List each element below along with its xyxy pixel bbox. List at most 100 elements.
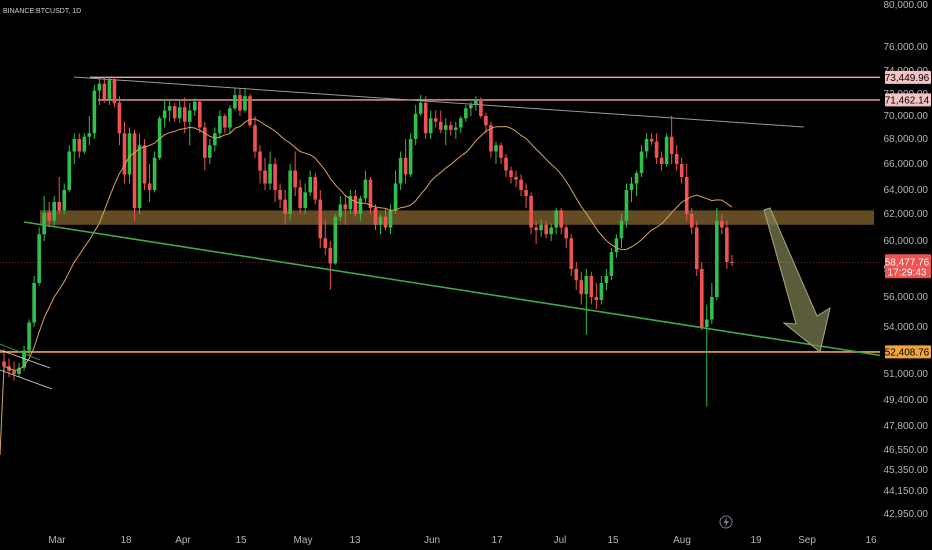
- candle-body: [107, 80, 112, 100]
- time-axis-tick: 18: [120, 535, 132, 546]
- candle-body: [273, 164, 277, 190]
- candle-body: [428, 118, 433, 134]
- time-axis-tick: 15: [607, 535, 619, 546]
- time-axis-tick: Aug: [673, 535, 691, 546]
- candle-body: [333, 216, 338, 264]
- candle-body: [348, 196, 353, 210]
- candle-body: [288, 170, 292, 214]
- candle-body: [17, 367, 21, 374]
- candle-body: [494, 145, 498, 152]
- time-axis-tick: Jul: [554, 535, 567, 546]
- badge-level-high-bg: [885, 70, 931, 84]
- candle-body: [208, 145, 212, 158]
- badge-support: 52,408.76: [885, 347, 930, 358]
- price-axis-tick: 49,400.00: [884, 395, 929, 406]
- candle-body: [57, 202, 62, 211]
- candle-body: [634, 173, 639, 184]
- candle-body: [499, 145, 503, 158]
- candle-body: [42, 212, 46, 235]
- price-axis-tick: 80,000.00: [884, 0, 929, 11]
- candle-body: [258, 151, 262, 171]
- badge-level-mid-bg: [885, 93, 931, 107]
- candle-body: [629, 183, 634, 190]
- candle-body: [388, 210, 393, 228]
- candle-body: [594, 297, 599, 300]
- candle-body: [649, 139, 654, 142]
- candle-body: [433, 118, 438, 122]
- price-axis-tick: 76,000.00: [884, 42, 929, 53]
- candle-body: [37, 234, 41, 283]
- price-axis-tick: 66,000.00: [884, 159, 929, 170]
- price-axis-tick: 44,150.00: [884, 486, 929, 497]
- time-axis-tick: Sep: [798, 535, 816, 546]
- candle-body: [730, 262, 734, 263]
- flag-green-line: [0, 343, 41, 361]
- candle-body: [127, 133, 132, 175]
- candle-body: [489, 125, 493, 152]
- candle-body: [710, 297, 714, 320]
- lightning-icon: [723, 517, 729, 527]
- price-axis-tick: 47,800.00: [884, 421, 929, 432]
- candle-body: [398, 157, 403, 184]
- time-axis-tick: Apr: [175, 535, 191, 546]
- candle-body: [519, 179, 523, 190]
- badge-level-mid: 71,462.14: [885, 95, 930, 106]
- candle-body: [22, 350, 26, 368]
- candle-body: [278, 190, 282, 200]
- candle-body: [82, 136, 87, 152]
- drawings-layer: [0, 76, 885, 390]
- candle-body: [484, 116, 488, 126]
- candle-body: [142, 145, 147, 184]
- candle-body: [715, 220, 719, 297]
- candle-body: [338, 204, 343, 217]
- price-axis-tick: 54,000.00: [884, 322, 929, 333]
- candle-body: [122, 133, 127, 175]
- candle-body: [238, 95, 242, 111]
- candle-body: [368, 179, 373, 208]
- misc-layer: [719, 515, 733, 529]
- candle-body: [604, 276, 609, 283]
- candles-layer: [2, 76, 734, 407]
- candle-body: [378, 216, 383, 225]
- candle-body: [619, 220, 624, 239]
- candle-body: [448, 125, 453, 130]
- candle-body: [102, 83, 107, 100]
- candle-body: [52, 202, 56, 221]
- candle-body: [639, 151, 644, 174]
- time-axis-tick: Mar: [48, 535, 66, 546]
- candle-body: [223, 116, 227, 128]
- price-axis-tick: 46,550.00: [884, 445, 929, 456]
- candle-body: [373, 208, 378, 225]
- time-axis-tick: May: [294, 535, 313, 546]
- candle-body: [147, 183, 152, 190]
- candle-body: [132, 133, 137, 208]
- candle-body: [534, 227, 538, 231]
- candle-body: [32, 283, 36, 323]
- candle-body: [529, 196, 533, 228]
- symbol-label: BINANCE:BTCUSDT, 1D: [3, 8, 81, 15]
- candle-body: [479, 99, 483, 116]
- candle-body: [599, 283, 604, 300]
- candle-body: [152, 157, 157, 190]
- candle-body: [474, 99, 478, 105]
- candle-body: [464, 108, 468, 119]
- time-axis-tick: 15: [235, 535, 247, 546]
- candle-body: [203, 127, 207, 158]
- candle-body: [438, 121, 443, 130]
- badge-countdown: 17:29:43: [888, 267, 927, 278]
- price-axis-tick: 56,000.00: [884, 292, 929, 303]
- time-axis-tick: 16: [865, 535, 877, 546]
- candle-body: [554, 210, 558, 228]
- resistance-zone: [40, 210, 874, 225]
- candle-body: [162, 110, 167, 119]
- candle-body: [243, 96, 247, 111]
- candle-body: [443, 125, 448, 130]
- badge-current-price: 58,477.76: [885, 257, 930, 268]
- candle-body: [684, 177, 689, 214]
- candle-body: [92, 90, 97, 134]
- candle-body: [524, 190, 528, 196]
- candle-body: [664, 136, 669, 164]
- candle-body: [584, 276, 589, 295]
- candle-body: [504, 157, 508, 171]
